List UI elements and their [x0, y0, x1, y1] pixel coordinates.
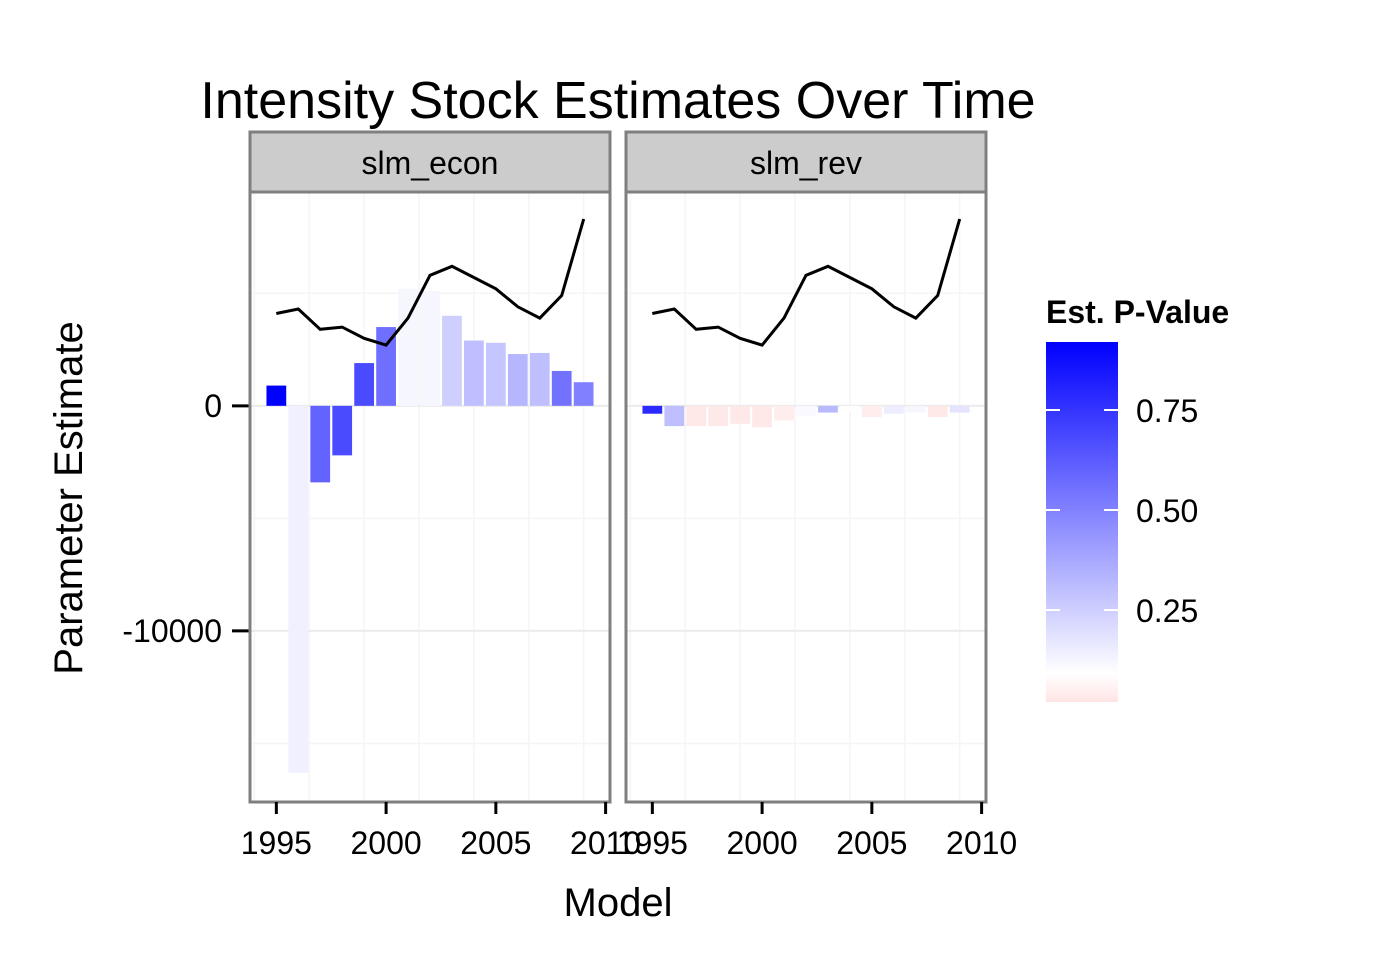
bar — [420, 291, 440, 406]
panel-slm-rev: slm_rev 1995 2000 2005 2010 — [617, 130, 1017, 861]
bar — [529, 352, 550, 406]
bar — [730, 405, 751, 424]
bar — [442, 315, 462, 406]
bar — [905, 405, 926, 413]
bar — [883, 405, 904, 414]
y-axis: 0 -10000 — [122, 388, 250, 649]
x-tick-label: 2000 — [727, 825, 798, 861]
x-axis-slm-rev: 1995 2000 2005 2010 — [617, 802, 1017, 861]
bar — [573, 382, 594, 406]
bar — [266, 385, 287, 406]
bar — [642, 405, 663, 414]
bar — [464, 340, 484, 406]
x-tick-label: 2005 — [836, 825, 907, 861]
bar — [949, 405, 970, 413]
legend-title: Est. P-Value — [1046, 294, 1229, 330]
x-tick-label: 2000 — [351, 825, 422, 861]
bar — [686, 405, 707, 427]
y-axis-title: Parameter Estimate — [47, 321, 91, 674]
bar — [310, 405, 331, 483]
bar — [332, 405, 353, 456]
facet-label-slm-rev: slm_rev — [750, 145, 862, 181]
x-tick-label: 1995 — [241, 825, 312, 861]
y-tick-label: 0 — [204, 388, 222, 424]
bar — [774, 405, 794, 421]
bar — [664, 405, 685, 427]
trend-line-slm-econ — [275, 218, 586, 347]
legend-colorbar — [1046, 342, 1118, 702]
bar — [927, 405, 948, 418]
x-axis-title: Model — [564, 881, 673, 925]
legend-label: 0.75 — [1136, 393, 1198, 429]
y-tick-label: -10000 — [122, 613, 222, 649]
facet-label-slm-econ: slm_econ — [362, 145, 499, 181]
bar — [507, 354, 528, 406]
facet-strip-slm-econ — [248, 130, 612, 194]
chart-title: Intensity Stock Estimates Over Time — [200, 72, 1035, 130]
bar — [708, 405, 729, 427]
legend: Est. P-Value 0.75 0.50 0.25 — [1046, 294, 1229, 702]
bars-slm-econ — [266, 288, 594, 773]
x-axis-slm-econ: 1995 2000 2005 2010 — [241, 802, 641, 861]
x-tick-label: 2010 — [946, 825, 1017, 861]
bar — [354, 363, 375, 406]
bars-slm-rev — [642, 405, 970, 428]
bar — [485, 342, 506, 406]
plot-area-slm-rev — [626, 192, 986, 802]
bar — [551, 370, 572, 406]
x-tick-label: 1995 — [617, 825, 688, 861]
bar — [288, 405, 309, 773]
panel-border-slm-rev — [624, 190, 988, 804]
trend-line-slm-rev — [651, 218, 962, 347]
panel-border-slm-econ — [248, 190, 612, 804]
bar — [796, 405, 816, 416]
legend-label: 0.50 — [1136, 493, 1198, 529]
x-tick-label: 2010 — [570, 825, 641, 861]
bar — [398, 288, 418, 406]
bar — [818, 405, 838, 413]
bar — [752, 405, 772, 428]
bar — [376, 327, 396, 406]
legend-label: 0.25 — [1136, 593, 1198, 629]
legend-ticks: 0.75 0.50 0.25 — [1046, 393, 1198, 629]
bar — [861, 405, 882, 418]
x-tick-label: 2005 — [460, 825, 531, 861]
bar — [840, 405, 860, 412]
panel-slm-econ: slm_econ 1995 2000 2005 2010 — [241, 130, 641, 861]
